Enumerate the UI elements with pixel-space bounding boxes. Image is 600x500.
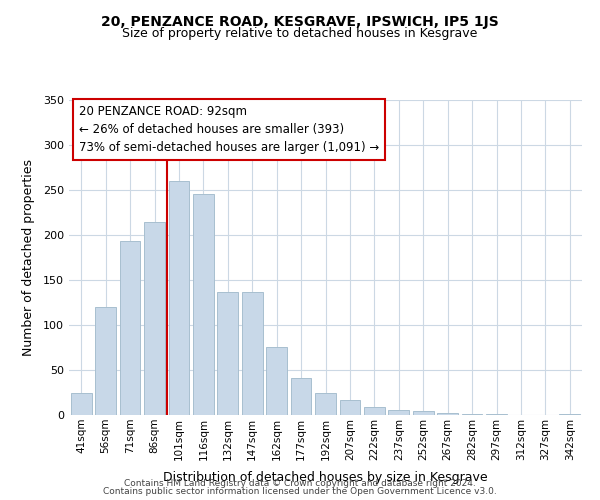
Bar: [71, 392, 92, 415]
Bar: [388, 410, 409, 415]
X-axis label: Distribution of detached houses by size in Kesgrave: Distribution of detached houses by size …: [163, 471, 488, 484]
Bar: [340, 400, 361, 415]
Bar: [315, 392, 336, 415]
Bar: [169, 181, 190, 415]
Text: 20, PENZANCE ROAD, KESGRAVE, IPSWICH, IP5 1JS: 20, PENZANCE ROAD, KESGRAVE, IPSWICH, IP…: [101, 15, 499, 29]
Text: Size of property relative to detached houses in Kesgrave: Size of property relative to detached ho…: [122, 28, 478, 40]
Text: Contains HM Land Registry data © Crown copyright and database right 2024.: Contains HM Land Registry data © Crown c…: [124, 478, 476, 488]
Bar: [413, 410, 434, 415]
Bar: [486, 414, 507, 415]
Bar: [437, 413, 458, 415]
Text: 20 PENZANCE ROAD: 92sqm
← 26% of detached houses are smaller (393)
73% of semi-d: 20 PENZANCE ROAD: 92sqm ← 26% of detache…: [79, 104, 380, 154]
Y-axis label: Number of detached properties: Number of detached properties: [22, 159, 35, 356]
Bar: [461, 414, 482, 415]
Bar: [364, 407, 385, 415]
Bar: [242, 292, 263, 415]
Bar: [119, 242, 140, 415]
Bar: [290, 378, 311, 415]
Bar: [217, 292, 238, 415]
Bar: [95, 307, 116, 415]
Bar: [193, 194, 214, 415]
Text: Contains public sector information licensed under the Open Government Licence v3: Contains public sector information licen…: [103, 487, 497, 496]
Bar: [144, 222, 165, 415]
Bar: [266, 346, 287, 415]
Bar: [559, 414, 580, 415]
